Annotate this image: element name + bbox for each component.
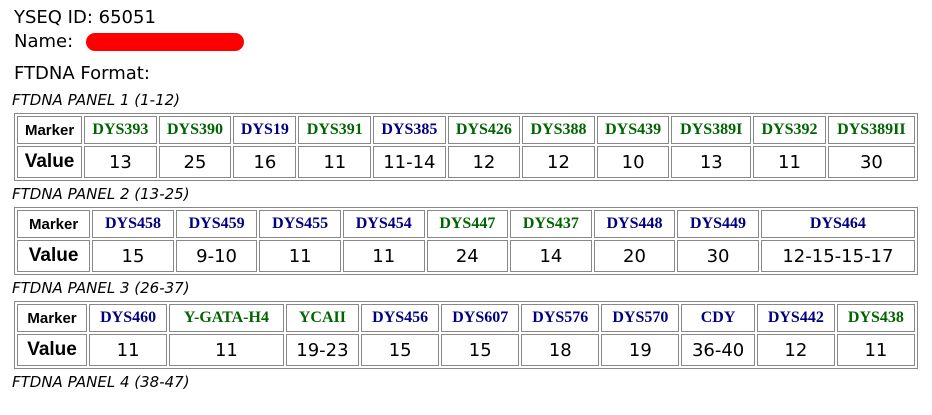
value-row: Value 13 25 16 11 11-14 12 12 10 13 11 30 <box>17 146 915 178</box>
id-label: YSEQ ID: <box>14 7 93 28</box>
panel-title: FTDNA PANEL 1 (1-12) <box>12 91 181 109</box>
marker-name: DYS448 <box>593 210 676 238</box>
marker-value: 20 <box>593 240 676 272</box>
format-label: FTDNA Format: <box>14 63 150 84</box>
marker-name: DYS437 <box>510 210 592 238</box>
marker-row: Marker DYS393 DYS390 DYS19 DYS391 DYS385 DYS42… <box>17 116 915 144</box>
marker-value: 13 <box>671 146 752 178</box>
marker-name: DYS19 <box>233 116 297 144</box>
marker-name: DYS447 <box>426 210 509 238</box>
marker-value: 15 <box>441 334 520 366</box>
marker-name: CDY <box>681 304 755 332</box>
marker-name: DYS459 <box>175 210 258 238</box>
marker-name: DYS576 <box>521 304 600 332</box>
marker-name: DYS393 <box>84 116 157 144</box>
marker-value: 30 <box>827 146 915 178</box>
marker-name: DYS426 <box>447 116 521 144</box>
marker-name: YCAII <box>285 304 360 332</box>
marker-value: 12 <box>447 146 521 178</box>
marker-name: DYS439 <box>596 116 670 144</box>
value-row: Value 11 11 19-23 15 15 18 19 36-40 12 11 <box>17 334 915 366</box>
marker-value: 12-15-15-17 <box>760 240 915 272</box>
marker-value: 11 <box>89 334 168 366</box>
marker-name: DYS455 <box>259 210 341 238</box>
marker-value: 11 <box>259 240 341 272</box>
marker-name: DYS438 <box>836 304 915 332</box>
panels: FTDNA PANEL 1 (1-12) Marker DYS393 DYS390 DY… <box>0 91 932 395</box>
marker-name: DYS449 <box>677 210 759 238</box>
id-line: YSEQ ID: 65051 <box>14 7 156 29</box>
marker-value: 11 <box>836 334 915 366</box>
marker-value: 14 <box>510 240 592 272</box>
marker-name: DYS454 <box>342 210 425 238</box>
marker-table: Marker DYS393 DYS390 DYS19 DYS391 DYS385 DYS42… <box>14 113 918 181</box>
marker-value: 9-10 <box>175 240 258 272</box>
marker-value: 12 <box>522 146 595 178</box>
marker-name: DYS385 <box>373 116 446 144</box>
value-header: Value <box>17 240 91 272</box>
marker-row: Marker DYS460 Y-GATA-H4 YCAII DYS456 DYS607 DY… <box>17 304 915 332</box>
marker-header: Marker <box>17 304 88 332</box>
value-header: Value <box>17 334 88 366</box>
value-row: Value 15 9-10 11 11 24 14 20 30 12-15-15-17 <box>17 240 915 272</box>
marker-name: DYS570 <box>601 304 680 332</box>
marker-value: 18 <box>521 334 600 366</box>
marker-name: DYS389I <box>671 116 752 144</box>
marker-value: 11 <box>342 240 425 272</box>
marker-value: 30 <box>677 240 759 272</box>
marker-value: 24 <box>426 240 509 272</box>
marker-value: 19 <box>601 334 680 366</box>
marker-value: 16 <box>233 146 297 178</box>
marker-name: DYS460 <box>89 304 168 332</box>
marker-name: DYS456 <box>361 304 440 332</box>
panel-title: FTDNA PANEL 4 (38-47) <box>12 373 190 391</box>
marker-value: 15 <box>92 240 174 272</box>
marker-header: Marker <box>17 210 91 238</box>
marker-name: Y-GATA-H4 <box>169 304 284 332</box>
marker-value: 11 <box>298 146 372 178</box>
marker-table: Marker DYS460 Y-GATA-H4 YCAII DYS456 DYS607 DY… <box>14 301 918 369</box>
marker-value: 19-23 <box>285 334 360 366</box>
marker-name: DYS388 <box>522 116 595 144</box>
marker-name: DYS607 <box>441 304 520 332</box>
marker-table: Marker DYS458 DYS459 DYS455 DYS454 DYS447 DYS4… <box>14 207 918 275</box>
marker-value: 12 <box>756 334 835 366</box>
marker-value: 13 <box>84 146 157 178</box>
redaction <box>86 33 244 51</box>
name-label: Name: <box>14 31 74 52</box>
id-value: 65051 <box>98 7 156 28</box>
marker-name: DYS389II <box>827 116 915 144</box>
marker-value: 11 <box>753 146 826 178</box>
marker-value: 36-40 <box>681 334 755 366</box>
panel-title: FTDNA PANEL 3 (26-37) <box>12 279 190 297</box>
marker-value: 25 <box>158 146 232 178</box>
marker-name: DYS392 <box>753 116 826 144</box>
marker-name: DYS464 <box>760 210 915 238</box>
value-header: Value <box>17 146 83 178</box>
marker-header: Marker <box>17 116 83 144</box>
panel-title: FTDNA PANEL 2 (13-25) <box>12 185 190 203</box>
marker-value: 10 <box>596 146 670 178</box>
marker-value: 11-14 <box>373 146 446 178</box>
marker-row: Marker DYS458 DYS459 DYS455 DYS454 DYS447 DYS4… <box>17 210 915 238</box>
marker-name: DYS442 <box>756 304 835 332</box>
marker-value: 11 <box>169 334 284 366</box>
marker-value: 15 <box>361 334 440 366</box>
marker-name: DYS391 <box>298 116 372 144</box>
marker-name: DYS458 <box>92 210 174 238</box>
name-line: Name: <box>14 31 73 53</box>
marker-name: DYS390 <box>158 116 232 144</box>
